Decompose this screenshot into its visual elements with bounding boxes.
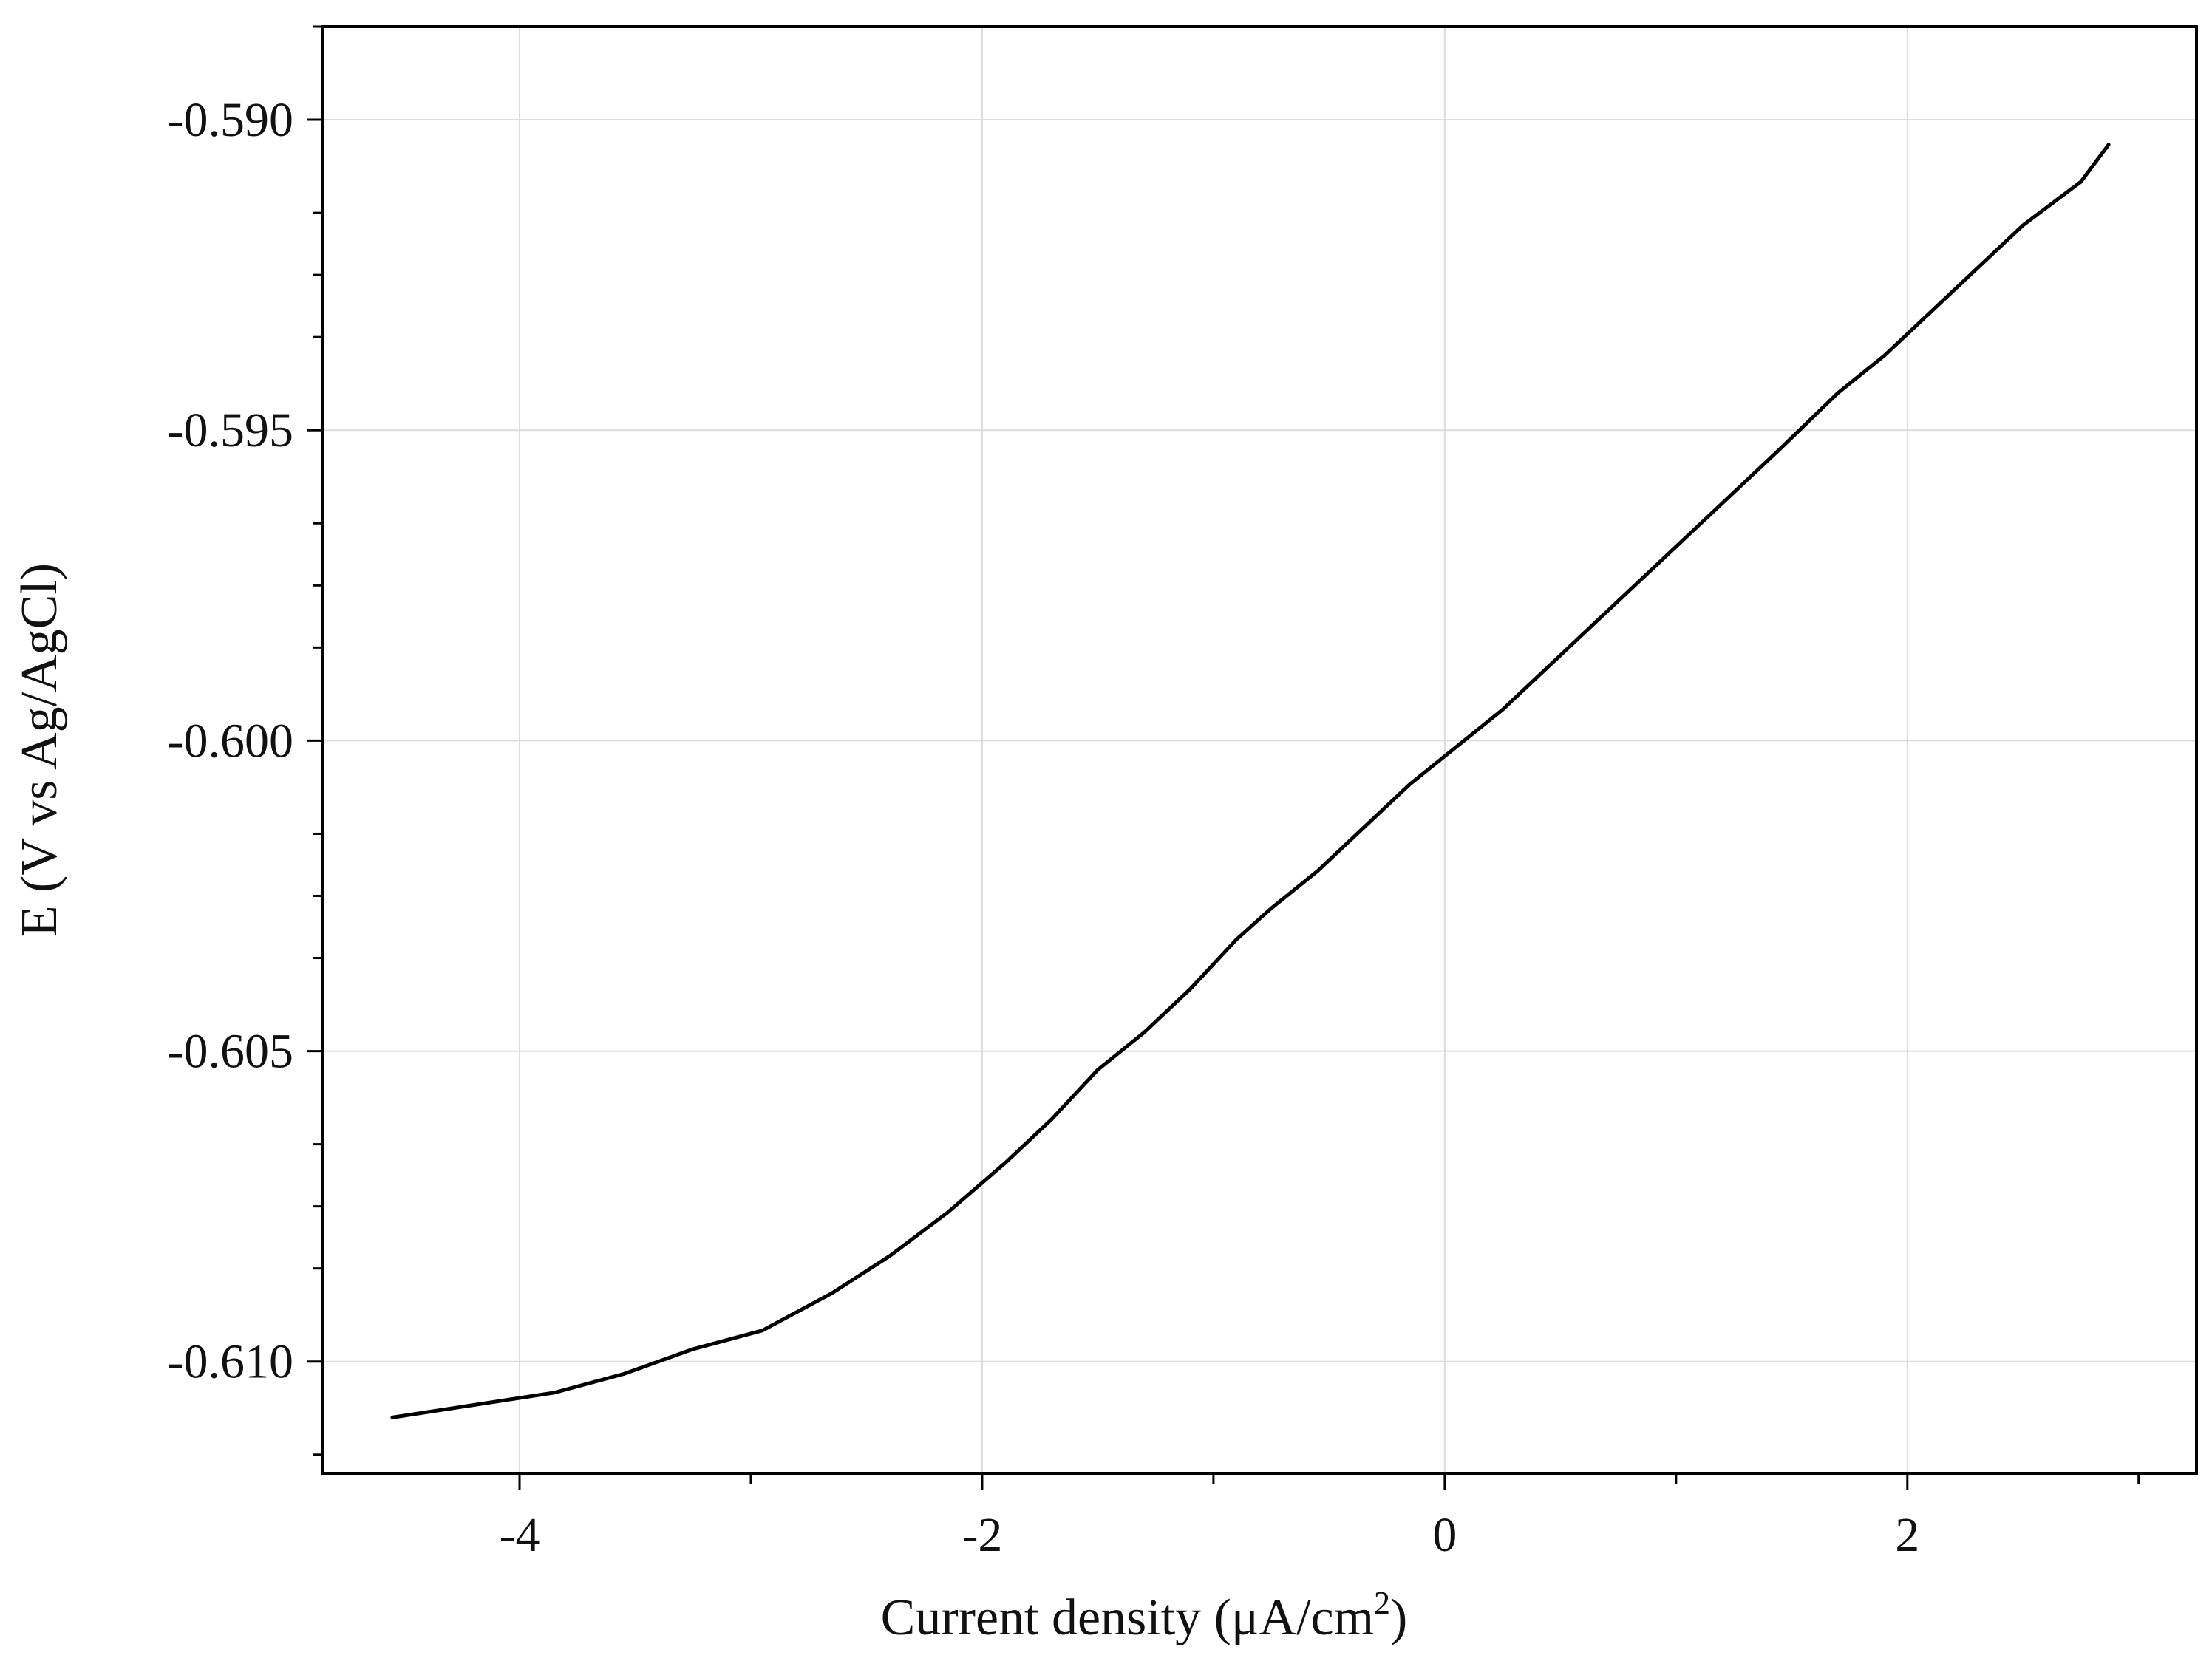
y-axis-title: E (V vs Ag/AgCl) [11,563,68,937]
series-layer [390,143,2111,1419]
y-tick-label: -0.610 [168,1335,293,1389]
tick-labels: -4 -2 0 2 -0.590 -0.595 -0.600 -0.605 -0.610 [168,93,1920,1562]
x-axis-title: Current density (μA/cm2) [881,1585,1408,1646]
plot-area-frame [321,25,2198,1475]
y-tick-label: -0.590 [168,93,293,147]
y-tick-label: -0.595 [168,403,293,457]
y-tick-label: -0.600 [168,714,293,768]
x-tick-label: -2 [962,1508,1002,1562]
y-tick-label: -0.605 [168,1025,293,1079]
x-tick-label: 0 [1432,1508,1457,1562]
series-line [390,143,2111,1419]
gridlines [323,27,2196,1473]
axis-ticks [307,25,2140,1490]
x-tick-label: 2 [1895,1508,1919,1562]
x-tick-label: -4 [500,1508,540,1562]
